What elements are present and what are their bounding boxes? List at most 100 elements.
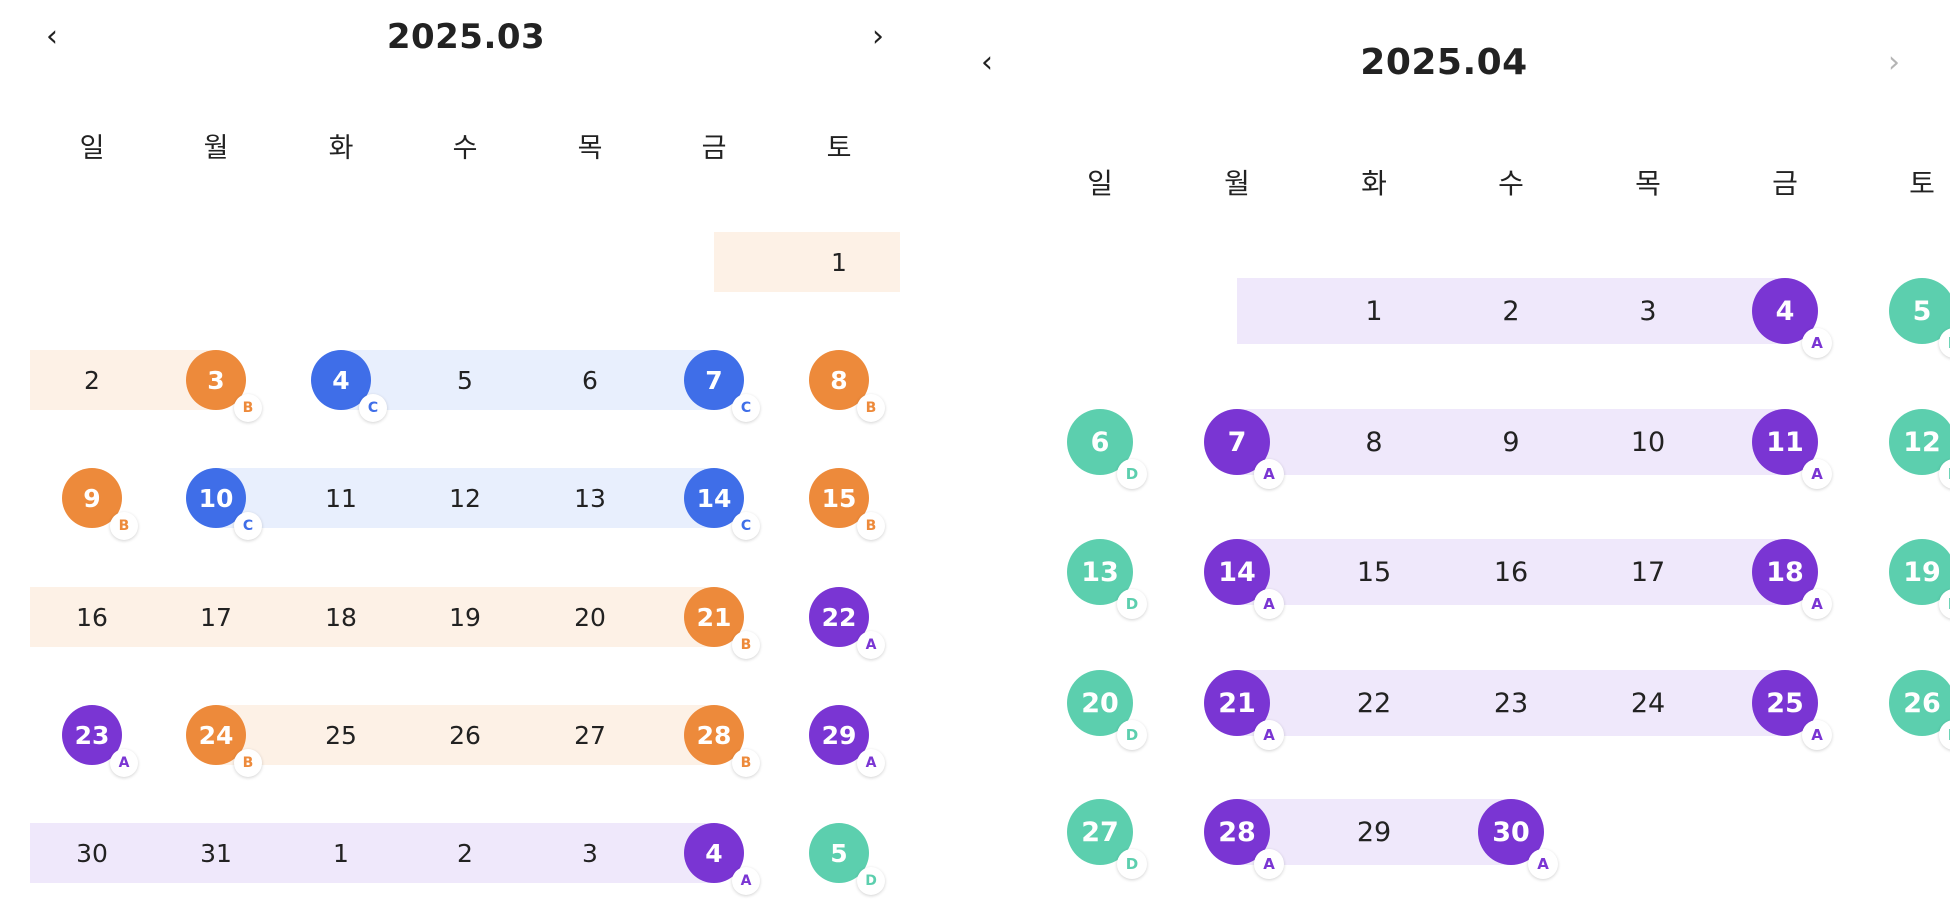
day-cell[interactable]: 9	[1502, 426, 1520, 458]
day-type-badge: A	[857, 631, 885, 659]
day-cell[interactable]: 5	[457, 365, 473, 395]
range-band	[1237, 278, 1785, 344]
day-cell[interactable]: 29	[1356, 816, 1392, 848]
range-band	[216, 468, 714, 528]
day-marked[interactable]: 10	[186, 468, 246, 528]
weekday-label: 월	[203, 133, 229, 165]
day-cell[interactable]: 6	[582, 365, 598, 395]
day-marked[interactable]: 15	[809, 468, 869, 528]
day-cell[interactable]: 11	[325, 483, 357, 513]
weekday-label: 일	[79, 133, 105, 165]
day-cell[interactable]: 2	[84, 365, 100, 395]
calendar-march: ‹ › 2025.03 일 월 화 수 목 금 토 1 2 3 B 4 C 5 6 7 C 8 B 9 B 10 C 11 12 13 1…	[0, 0, 930, 900]
weekday-label: 토	[1909, 166, 1935, 200]
day-number: 28	[1218, 816, 1256, 848]
day-marked[interactable]: 4	[1752, 278, 1818, 344]
day-cell[interactable]: 30	[76, 838, 108, 868]
day-cell[interactable]: 15	[1356, 556, 1392, 588]
day-cell[interactable]: 16	[1493, 556, 1529, 588]
range-band	[30, 823, 714, 883]
weekday-label: 월	[1224, 166, 1250, 200]
day-number: 21	[696, 602, 732, 632]
day-type-badge: D	[1117, 720, 1147, 750]
day-type-badge: D	[1939, 720, 1950, 750]
day-type-badge: D	[1117, 459, 1147, 489]
day-type-badge: A	[1254, 589, 1284, 619]
day-cell[interactable]: 3	[582, 838, 598, 868]
weekday-label: 금	[1772, 166, 1798, 200]
day-type-badge: D	[1939, 589, 1950, 619]
day-type-badge: D	[1117, 849, 1147, 879]
day-number: 25	[1766, 687, 1804, 719]
day-number: 10	[198, 483, 234, 513]
day-number: 14	[1218, 556, 1256, 588]
day-type-badge: C	[732, 394, 760, 422]
day-number: 12	[1903, 426, 1941, 458]
day-type-badge: A	[1528, 849, 1558, 879]
month-title: 2025.04	[1360, 41, 1528, 83]
day-number: 19	[1903, 556, 1941, 588]
weekday-label: 토	[826, 133, 852, 165]
range-band	[30, 350, 216, 410]
day-cell[interactable]: 13	[574, 483, 606, 513]
day-marked[interactable]: 22	[809, 587, 869, 647]
day-cell[interactable]: 1	[333, 838, 349, 868]
day-cell[interactable]: 31	[200, 838, 232, 868]
day-type-badge: A	[1802, 459, 1832, 489]
day-cell[interactable]: 20	[574, 602, 606, 632]
day-cell[interactable]: 1	[1365, 295, 1383, 327]
day-number: 24	[198, 720, 234, 750]
day-cell[interactable]: 27	[574, 720, 606, 750]
day-cell[interactable]: 17	[200, 602, 232, 632]
day-marked[interactable]: 19	[1889, 539, 1950, 605]
range-band	[341, 350, 714, 410]
prev-month-button[interactable]: ‹	[981, 45, 993, 80]
day-cell[interactable]: 10	[1630, 426, 1666, 458]
day-cell[interactable]: 19	[449, 602, 481, 632]
day-number: 7	[705, 365, 723, 395]
day-marked[interactable]: 26	[1889, 670, 1950, 736]
prev-month-button[interactable]: ‹	[46, 19, 58, 54]
day-type-badge: A	[1254, 720, 1284, 750]
day-cell[interactable]: 12	[449, 483, 481, 513]
weekday-label: 화	[328, 133, 354, 165]
day-cell[interactable]: 17	[1630, 556, 1666, 588]
day-type-badge: C	[359, 394, 387, 422]
day-number: 15	[821, 483, 857, 513]
day-cell[interactable]: 16	[76, 602, 108, 632]
day-type-badge: D	[1939, 459, 1950, 489]
day-marked[interactable]: 12	[1889, 409, 1950, 475]
next-month-button[interactable]: ›	[872, 19, 884, 54]
day-marked[interactable]: 27	[1067, 799, 1133, 865]
day-number: 11	[1766, 426, 1804, 458]
day-number: 14	[696, 483, 732, 513]
day-cell[interactable]: 23	[1493, 687, 1529, 719]
day-type-badge: B	[857, 394, 885, 422]
day-cell[interactable]: 18	[325, 602, 357, 632]
day-marked[interactable]: 5	[1889, 278, 1950, 344]
weekday-label: 목	[1635, 166, 1661, 200]
day-number: 4	[332, 365, 350, 395]
range-band	[216, 705, 714, 765]
day-cell[interactable]: 8	[1365, 426, 1383, 458]
day-cell[interactable]: 25	[325, 720, 357, 750]
day-cell[interactable]: 2	[1502, 295, 1520, 327]
day-number: 3	[207, 365, 225, 395]
day-number: 7	[1227, 426, 1247, 458]
day-cell[interactable]: 22	[1356, 687, 1392, 719]
day-marked[interactable]: 25	[1752, 670, 1818, 736]
day-cell[interactable]: 2	[457, 838, 473, 868]
day-cell[interactable]: 3	[1639, 295, 1657, 327]
weekday-label: 화	[1361, 166, 1387, 200]
day-cell[interactable]: 1	[831, 247, 847, 277]
day-number: 30	[1492, 816, 1530, 848]
next-month-button: ›	[1888, 45, 1900, 80]
day-number: 23	[74, 720, 110, 750]
day-type-badge: C	[234, 512, 262, 540]
day-cell[interactable]: 24	[1630, 687, 1666, 719]
day-number: 8	[830, 365, 848, 395]
weekday-label: 목	[577, 133, 603, 165]
day-cell[interactable]: 26	[449, 720, 481, 750]
day-type-badge: B	[234, 749, 262, 777]
day-type-badge: A	[857, 749, 885, 777]
